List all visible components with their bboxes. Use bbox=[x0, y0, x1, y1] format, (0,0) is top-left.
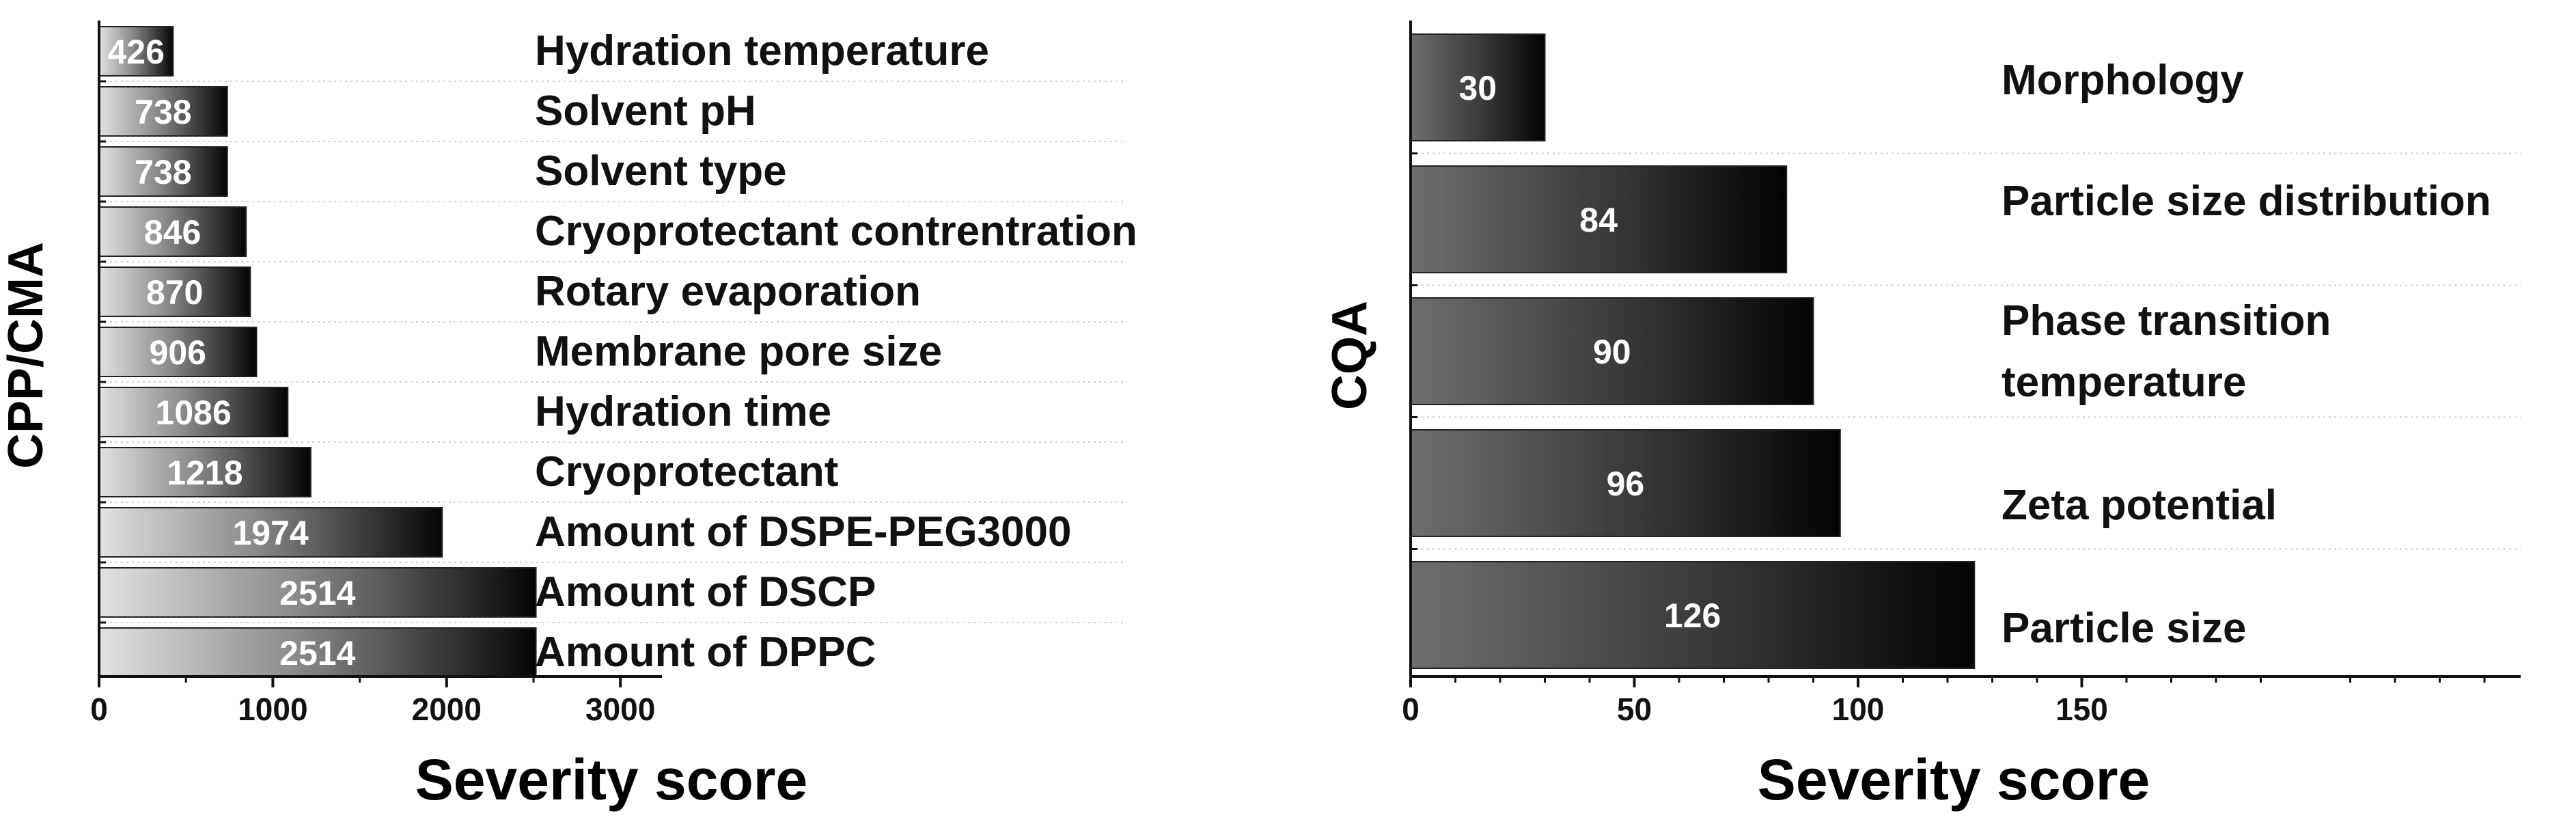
bar bbox=[1410, 33, 1546, 141]
bar-value-label: 1086 bbox=[156, 394, 232, 432]
cpp-cma-chart: 426 738 738 846 870 906 1086 1218 1974 2514 2514 H… bbox=[0, 20, 1137, 812]
bar-value-label: 738 bbox=[135, 153, 191, 191]
bar-value-label: 2514 bbox=[279, 634, 355, 672]
category-label: Hydration time bbox=[535, 388, 831, 435]
bar bbox=[98, 387, 289, 437]
bar-value-label: 2514 bbox=[279, 574, 355, 612]
left-x-ticks: 0 1000 2000 3000 bbox=[90, 676, 655, 727]
left-y-axis-label: CPP/CMA bbox=[0, 242, 53, 469]
bar-value-label: 96 bbox=[1607, 465, 1645, 503]
x-tick-label: 1000 bbox=[238, 692, 307, 727]
x-tick-label: 0 bbox=[90, 692, 108, 727]
bar bbox=[1410, 165, 1788, 273]
bar bbox=[98, 507, 443, 558]
right-value-labels: 30 84 90 96 126 bbox=[1458, 69, 1721, 635]
category-label: Zeta potential bbox=[2002, 482, 2277, 529]
x-tick-label: 3000 bbox=[585, 692, 655, 727]
left-x-axis-label: Severity score bbox=[415, 748, 807, 812]
bar-value-label: 870 bbox=[146, 273, 203, 312]
bar-value-label: 1974 bbox=[232, 514, 308, 552]
bar bbox=[98, 26, 174, 77]
bar bbox=[98, 86, 228, 137]
x-tick-label: 50 bbox=[1617, 692, 1652, 727]
bar bbox=[1410, 561, 1976, 669]
category-label: Amount of DSCP bbox=[535, 569, 876, 616]
category-label: Cryoprotectant bbox=[535, 448, 838, 495]
category-label: Particle size distribution bbox=[2002, 178, 2491, 225]
bar bbox=[98, 447, 311, 497]
left-value-labels: 426 738 738 846 870 906 1086 1218 1974 2514 2514 bbox=[107, 33, 355, 672]
bar bbox=[98, 327, 258, 377]
bar-value-label: 738 bbox=[135, 93, 191, 131]
right-bars bbox=[1410, 33, 1976, 669]
right-grid-lines bbox=[1411, 152, 2521, 550]
category-label: Hydration temperature bbox=[535, 27, 989, 74]
x-tick-label: 0 bbox=[1402, 692, 1419, 727]
right-x-axis-label: Severity score bbox=[1758, 748, 2150, 812]
category-label: temperature bbox=[2002, 359, 2246, 406]
category-label: Membrane pore size bbox=[535, 328, 942, 375]
bar-value-label: 1218 bbox=[167, 454, 243, 492]
bar-value-label: 84 bbox=[1579, 201, 1618, 239]
category-label: Particle size bbox=[2002, 605, 2246, 652]
right-y-axis-label: CQA bbox=[1322, 301, 1377, 410]
category-label: Amount of DSPE-PEG3000 bbox=[535, 508, 1071, 556]
x-tick-label: 100 bbox=[1832, 692, 1885, 727]
bar bbox=[98, 567, 537, 618]
right-category-labels: Morphology Particle size distribution Phas… bbox=[2002, 57, 2491, 652]
left-grid-lines bbox=[99, 81, 1127, 623]
x-tick-label: 150 bbox=[2055, 692, 2108, 727]
bar-value-label: 30 bbox=[1458, 69, 1497, 107]
bar-value-label: 846 bbox=[144, 213, 201, 251]
right-x-ticks: 0 50 100 150 bbox=[1402, 676, 2486, 727]
left-category-labels: Hydration temperature Solvent pH Solvent t… bbox=[535, 27, 1137, 676]
category-label: Phase transition bbox=[2002, 297, 2331, 344]
bar bbox=[1410, 429, 1841, 537]
category-label: Rotary evaporation bbox=[535, 268, 921, 315]
category-label: Solvent type bbox=[535, 148, 787, 195]
cqa-chart: 30 84 90 96 126 Morphology Particle size dist… bbox=[1322, 20, 2521, 812]
right-y-ticks bbox=[1411, 152, 1417, 550]
bar bbox=[98, 146, 228, 197]
bar bbox=[98, 266, 251, 317]
left-y-ticks bbox=[99, 80, 106, 624]
bar-value-label: 906 bbox=[150, 333, 206, 372]
bar-value-label: 426 bbox=[107, 33, 164, 71]
bar-value-label: 90 bbox=[1593, 333, 1631, 371]
category-label: Amount of DPPC bbox=[535, 629, 876, 676]
bar-value-label: 126 bbox=[1664, 597, 1721, 635]
category-label: Cryoprotectant contrentration bbox=[535, 208, 1137, 255]
x-tick-label: 2000 bbox=[412, 692, 482, 727]
bar bbox=[98, 627, 537, 678]
category-label: Morphology bbox=[2002, 57, 2244, 104]
category-label: Solvent pH bbox=[535, 87, 756, 135]
